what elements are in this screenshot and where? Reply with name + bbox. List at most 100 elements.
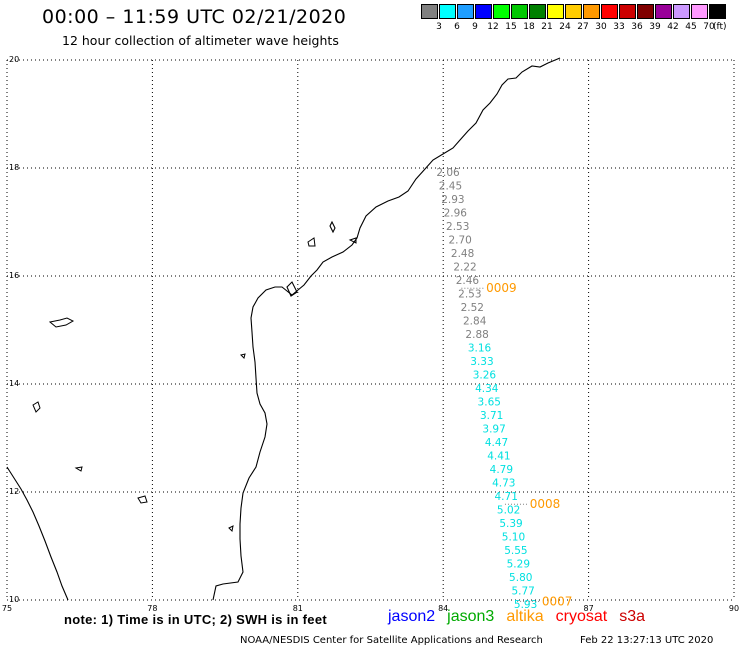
island-2	[32, 401, 41, 413]
legend-label: 30	[595, 22, 607, 32]
legend-swatch	[637, 4, 654, 19]
swh-value-label: 5.02	[497, 505, 520, 517]
legend-label: 3	[436, 22, 442, 32]
lat-tick-label: 12	[9, 487, 19, 496]
legend-label: 15	[505, 22, 517, 32]
swh-value-label: 5.80	[509, 572, 532, 584]
pulicat-lagoon	[286, 281, 298, 297]
swh-value-label: 5.10	[502, 532, 525, 544]
legend-label: 70	[703, 22, 715, 32]
pass-time-label: 0009	[486, 281, 517, 295]
legend-label: 39	[649, 22, 661, 32]
swh-value-label: 4.41	[487, 451, 510, 463]
legend-swatch	[439, 4, 456, 19]
legend-label: 9	[472, 22, 478, 32]
legend-label: 24	[559, 22, 571, 32]
footer-note: note: 1) Time is in UTC; 2) SWH is in fe…	[64, 612, 327, 627]
island-6	[348, 237, 357, 244]
pass-time-labels: 0009 0008 0007	[461, 281, 572, 608]
legend-swatch	[511, 4, 528, 19]
legend-swatch	[619, 4, 636, 19]
swh-value-label: 3.97	[482, 424, 505, 436]
legend-swatch	[529, 4, 546, 19]
west-coast	[6, 466, 69, 601]
swh-value-label: 4.47	[485, 437, 508, 449]
satellite-name: jason3	[447, 608, 495, 625]
legend-swatch	[421, 4, 438, 19]
legend-label: 21	[541, 22, 553, 32]
legend-swatch	[655, 4, 672, 19]
satellite-name: cryosat	[555, 608, 608, 625]
lat-tick-label: 16	[9, 271, 19, 280]
swh-value-label: 2.93	[441, 194, 464, 206]
lon-tick-label: 87	[584, 604, 594, 613]
legend-swatch	[709, 4, 726, 19]
pass-time-label: 0007	[542, 594, 573, 608]
page-title: 00:00 – 11:59 UTC 02/21/2020	[42, 6, 347, 28]
coastline	[6, 57, 561, 601]
swh-value-label: 2.06	[436, 167, 460, 179]
credit-text: NOAA/NESDIS Center for Satellite Applica…	[240, 635, 543, 646]
swh-value-label: 2.70	[448, 235, 471, 247]
island-4	[74, 466, 83, 472]
island-1	[48, 317, 75, 328]
swh-value-label: 2.53	[446, 221, 469, 233]
lon-tick-label: 84	[438, 604, 448, 613]
legend-label: 36	[631, 22, 643, 32]
legend-swatch	[601, 4, 618, 19]
swh-value-label: 3.26	[473, 370, 497, 382]
lon-tick-label: 78	[147, 604, 157, 613]
swh-value-label: 3.71	[480, 410, 503, 422]
legend-swatch	[493, 4, 510, 19]
swh-value-label: 4.73	[492, 478, 515, 490]
swh-value-label: 4.79	[490, 464, 513, 476]
island-5	[307, 237, 316, 247]
generated-timestamp: Feb 22 13:27:13 UTC 2020	[580, 635, 714, 646]
legend-swatch	[583, 4, 600, 19]
swh-value-label: 5.93	[514, 599, 537, 611]
swh-value-label: 2.52	[461, 302, 484, 314]
swh-value-label: 2.96	[444, 208, 468, 220]
swh-value-label: 2.53	[458, 289, 481, 301]
satellite-name: s3a	[619, 608, 646, 625]
swh-value-label: 5.77	[511, 586, 534, 598]
swh-value-label: 2.45	[439, 181, 462, 193]
legend-swatch	[475, 4, 492, 19]
color-legend: 3 6 9 12 15 18 21 24 27 30 33 36 39 42 45 70 (ft)	[421, 4, 727, 34]
swh-value-label: 2.88	[465, 329, 488, 341]
legend-label: 6	[454, 22, 460, 32]
swh-value-label: 3.33	[470, 356, 493, 368]
swh-value-label: 2.48	[451, 248, 474, 260]
swh-value-label: 2.22	[453, 262, 476, 274]
lat-tick-label: 20	[9, 55, 19, 64]
page-subtitle: 12 hour collection of altimeter wave hei…	[62, 33, 339, 48]
legend-swatch	[691, 4, 708, 19]
island-8	[228, 525, 234, 533]
legend-label: 27	[577, 22, 589, 32]
satellite-name: jason2	[388, 608, 436, 625]
swh-value-label: 3.16	[468, 343, 492, 355]
legend-label: 42	[667, 22, 679, 32]
swh-value-label: 5.39	[499, 518, 522, 530]
legend-swatch	[547, 4, 564, 19]
island-7	[240, 353, 246, 359]
island-3	[137, 495, 148, 504]
satellite-legend: jason2 jason3 altika cryosat s3a	[388, 608, 657, 626]
swh-value-label: 5.29	[507, 559, 530, 571]
swh-value-label: 2.46	[456, 275, 480, 287]
tick-labels: 75 78 81 84 87 90 10 12 14 16 18 20	[2, 55, 739, 613]
legend-label: 33	[613, 22, 625, 32]
lat-tick-label: 18	[9, 163, 19, 172]
swh-observations: 2.062.452.932.962.532.702.482.222.462.53…	[436, 167, 537, 611]
legend-label: 45	[685, 22, 697, 32]
swh-value-label: 4.34	[475, 383, 499, 395]
pass-time-label: 0008	[530, 497, 561, 511]
legend-swatch	[457, 4, 474, 19]
satellite-name: altika	[506, 608, 544, 625]
lon-tick-label: 90	[729, 604, 739, 613]
legend-label: 12	[487, 22, 499, 32]
swh-value-label: 3.65	[478, 397, 501, 409]
india-east-coast	[212, 57, 561, 601]
swh-value-label: 5.55	[504, 545, 527, 557]
